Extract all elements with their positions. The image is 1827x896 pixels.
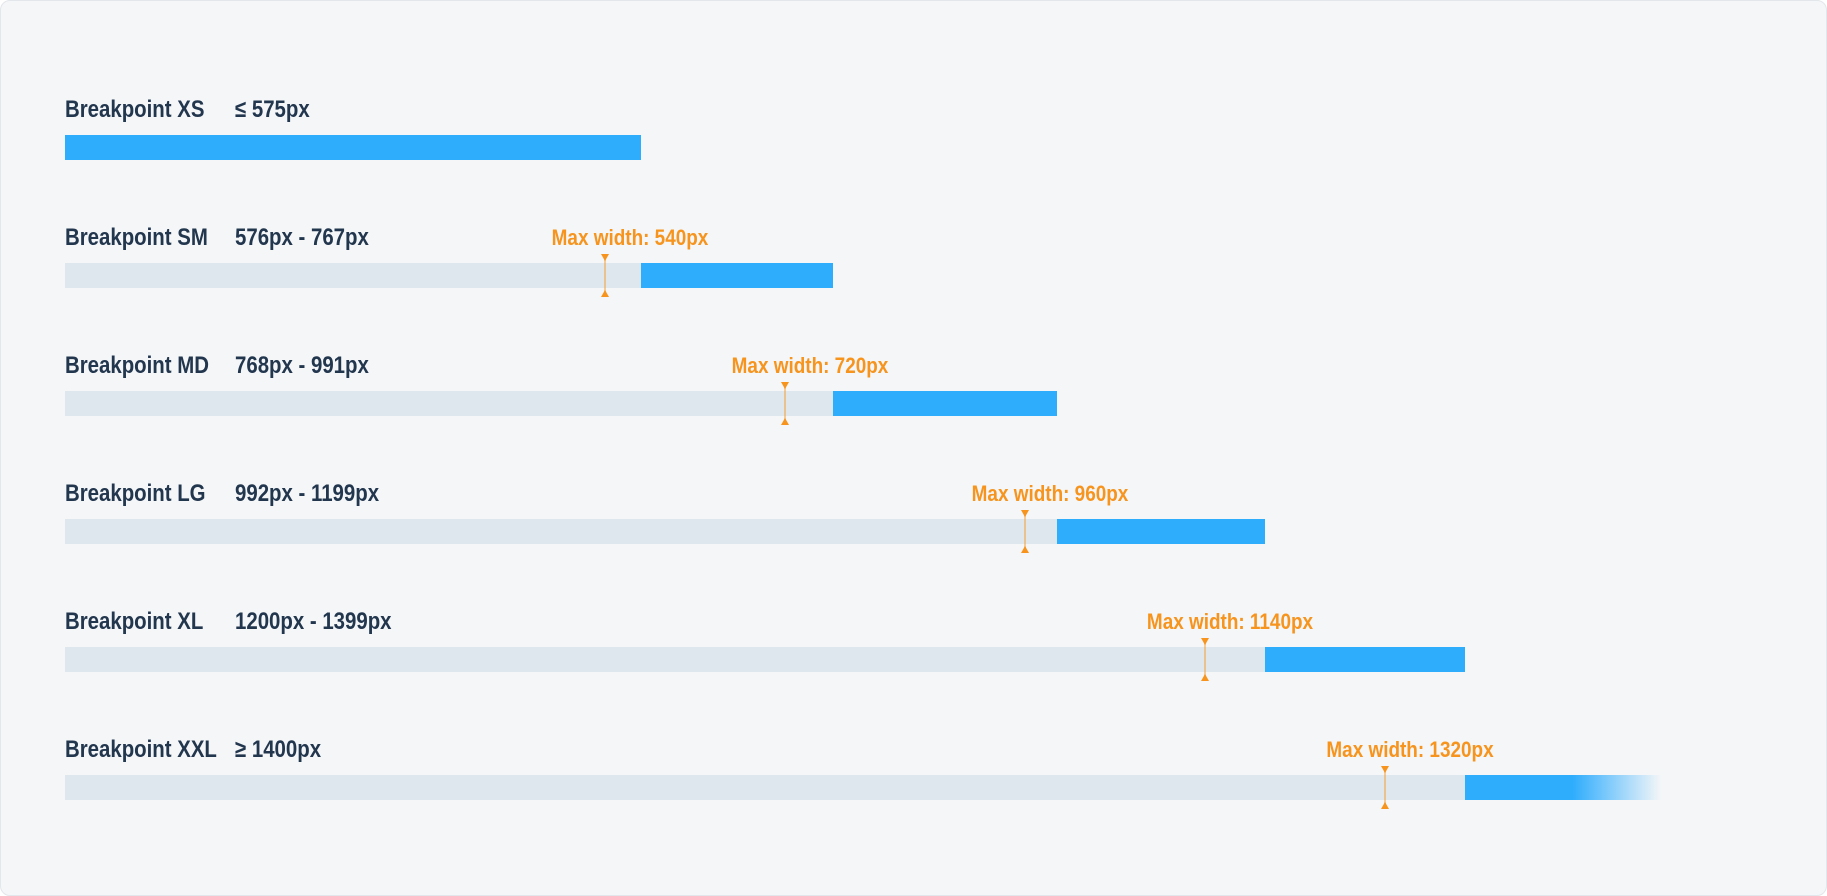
breakpoint-name-sm: Breakpoint SM (65, 224, 208, 251)
max-width-marker-xl (1201, 638, 1209, 681)
bar-track-xl (65, 647, 1265, 672)
bar-range-segment-lg (1057, 519, 1265, 544)
breakpoint-range-md: 768px - 991px (235, 352, 369, 379)
max-width-label-sm: Max width: 540px (551, 225, 709, 250)
breakpoint-range-lg: 992px - 1199px (235, 480, 380, 507)
bar-track-lg (65, 519, 1057, 544)
breakpoint-name-xs: Breakpoint XS (65, 96, 205, 123)
max-width-label-md: Max width: 720px (731, 353, 889, 378)
breakpoint-range-xxl: ≥ 1400px (235, 736, 322, 763)
breakpoint-name-lg: Breakpoint LG (65, 480, 206, 507)
max-width-label-xxl: Max width: 1320px (1326, 737, 1494, 762)
bar-range-segment-sm (641, 263, 833, 288)
breakpoint-name-md: Breakpoint MD (65, 352, 209, 379)
bar-track-xxl (65, 775, 1465, 800)
breakpoint-name-xxl: Breakpoint XXL (65, 736, 217, 763)
max-width-marker-sm (601, 254, 609, 297)
bar-track-sm (65, 263, 641, 288)
breakpoint-range-sm: 576px - 767px (235, 224, 369, 251)
max-width-marker-xxl (1381, 766, 1389, 809)
bar-range-segment-md (833, 391, 1057, 416)
max-width-label-lg: Max width: 960px (971, 481, 1129, 506)
breakpoint-range-xl: 1200px - 1399px (235, 608, 392, 635)
bar-range-segment-xl (1265, 647, 1465, 672)
breakpoint-range-xs: ≤ 575px (235, 96, 310, 123)
bar-track-md (65, 391, 833, 416)
max-width-label-xl: Max width: 1140px (1146, 609, 1314, 634)
breakpoint-name-xl: Breakpoint XL (65, 608, 204, 635)
max-width-marker-lg (1021, 510, 1029, 553)
bar-range-segment-xs (65, 135, 641, 160)
max-width-marker-md (781, 382, 789, 425)
bar-range-segment-xxl (1465, 775, 1661, 800)
